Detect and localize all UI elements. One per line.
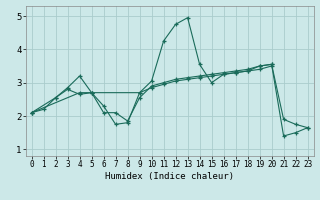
X-axis label: Humidex (Indice chaleur): Humidex (Indice chaleur) xyxy=(105,172,234,181)
